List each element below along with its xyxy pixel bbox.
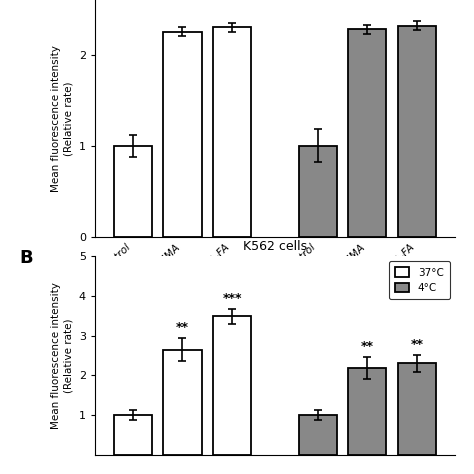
Y-axis label: Mean fluorescence intensity
(Relative rate): Mean fluorescence intensity (Relative ra…: [52, 45, 73, 192]
Bar: [114, 146, 152, 237]
Bar: [299, 146, 337, 237]
Text: ***: ***: [222, 292, 242, 305]
Bar: [398, 364, 436, 455]
Text: B: B: [19, 249, 33, 267]
Bar: [164, 349, 201, 455]
Title: K562 cells: K562 cells: [243, 240, 307, 254]
Text: **: **: [176, 321, 189, 334]
Text: **: **: [410, 337, 423, 351]
Bar: [114, 415, 152, 455]
Text: **: **: [361, 340, 374, 353]
Bar: [213, 317, 251, 455]
Bar: [348, 368, 386, 455]
Bar: [213, 27, 251, 237]
Bar: [398, 26, 436, 237]
Bar: [348, 29, 386, 237]
Legend: 37°C, 4°C: 37°C, 4°C: [389, 261, 450, 300]
Bar: [299, 415, 337, 455]
Y-axis label: Mean fluorescence intensity
(Relative rate): Mean fluorescence intensity (Relative ra…: [52, 282, 73, 429]
Bar: [164, 32, 201, 237]
